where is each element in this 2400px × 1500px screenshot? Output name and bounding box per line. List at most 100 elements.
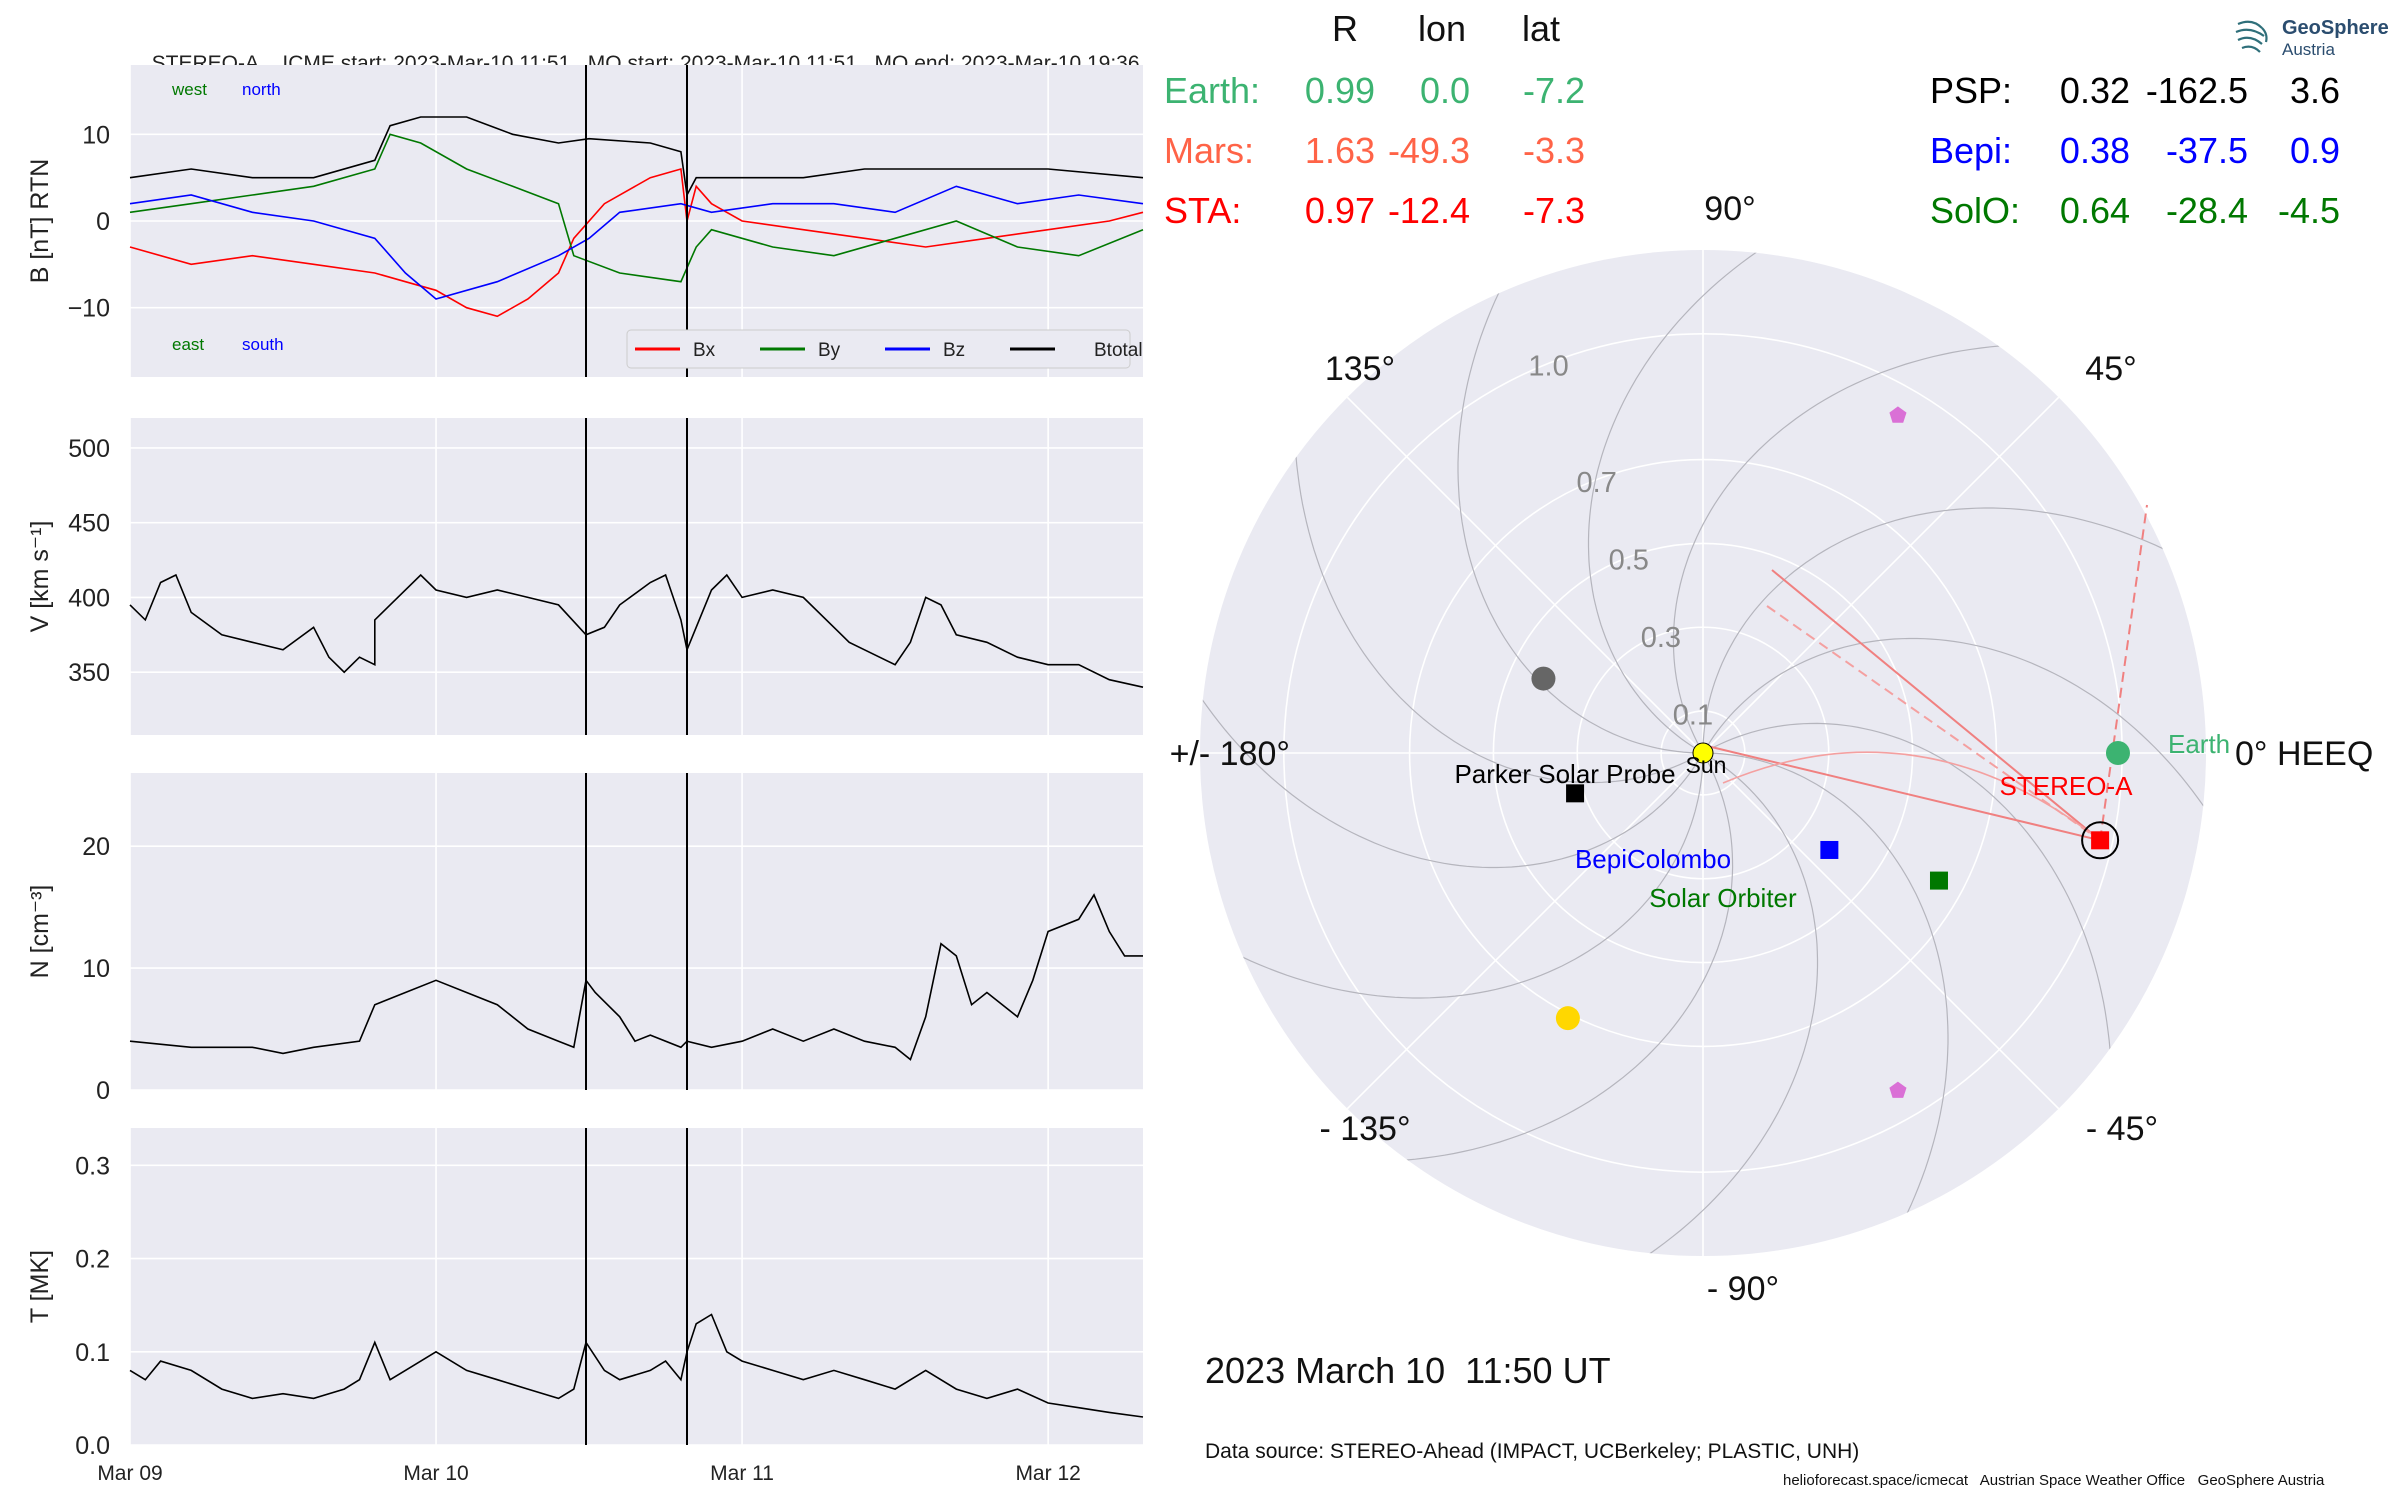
y-tick-label: 400 (68, 584, 110, 612)
table-cell-lon: 0.0 (1419, 70, 1470, 111)
y-tick-label: −10 (68, 295, 110, 323)
table-cell-R: 0.97 (1304, 190, 1375, 231)
table-cell-lat: 0.9 (2289, 130, 2340, 171)
parker-spiral-line (1374, 752, 1734, 1163)
table-header-lon: lon (1418, 8, 1467, 49)
panel-temperature: 0.3 0.2 0.1 0.0 T [MK] (26, 1128, 1144, 1460)
legend-label-bz: Bz (943, 340, 965, 361)
y-tick-label: 20 (82, 833, 110, 861)
parker-spiral-line (1293, 424, 1704, 784)
panel-background (130, 773, 1143, 1090)
logo-line1: GeoSphere (2282, 17, 2389, 39)
parker-solar-probe-label: Parker Solar Probe (1454, 759, 1675, 789)
radial-tick-label: 0.1 (1673, 699, 1713, 731)
y-tick-label: 0.2 (75, 1246, 110, 1274)
y-tick-label: 0.0 (75, 1432, 110, 1460)
parker-spiral-line (1457, 264, 1704, 754)
cme-direction-line (1702, 744, 2101, 842)
table-cell-lon: -37.5 (2165, 130, 2248, 171)
polar-position-plot: 0.1 0.3 0.5 0.7 1.0 0° HEEQ 45° 90° 135° +/- 180°… (1170, 190, 2374, 1308)
pentagon-marker (1889, 406, 1907, 423)
table-cell-R: 1.63 (1304, 130, 1375, 171)
solar-orbiter-marker (1929, 871, 1948, 890)
panel-background (130, 1128, 1143, 1445)
parker-spirals (1200, 250, 2206, 1256)
legend-label-bx: Bx (693, 340, 716, 361)
y-tick-label: 0.1 (75, 1339, 110, 1367)
series-line-Bz (129, 185, 1144, 300)
table-cell-lat: -4.5 (2277, 190, 2340, 231)
y-tick-label: 450 (68, 510, 110, 538)
earth-marker (2105, 741, 2130, 765)
table-cell-R: 0.64 (2059, 190, 2130, 231)
table-cell-lat: -7.2 (1522, 70, 1585, 111)
table-cell-R: 0.38 (2059, 130, 2130, 171)
solar-orbiter-label: Solar Orbiter (1649, 883, 1797, 913)
geosphere-logo: GeoSphere Austria (2232, 14, 2400, 64)
y-tick-label: 10 (82, 955, 110, 983)
angle-label: - 45° (2086, 1110, 2158, 1148)
y-tick-label: 0 (96, 1077, 110, 1105)
table-cell-lon: -12.4 (1387, 190, 1470, 231)
body-marker (1555, 1006, 1580, 1031)
series-line-Bx (129, 167, 1144, 318)
corner-label-west: west (171, 80, 207, 99)
parker-solar-probe-marker (1566, 784, 1585, 803)
panel-density: 20 10 0 N [cm⁻³] (26, 773, 1143, 1105)
angle-label: 90° (1704, 190, 1755, 228)
y-tick-label: 0 (96, 208, 110, 236)
data-source: Data source: STEREO-Ahead (IMPACT, UCBer… (1205, 1440, 1860, 1463)
x-tick-label: Mar 09 (97, 1462, 162, 1485)
sun-marker (1692, 742, 1714, 764)
table-cell-lat: -7.3 (1522, 190, 1585, 231)
cme-flank-dashed-line (1766, 605, 2101, 842)
cme-front-dashed-line (2099, 504, 2148, 841)
timestamp: 2023 March 10 11:50 UT (1205, 1350, 1611, 1391)
angular-gridline (1346, 396, 1704, 754)
table-cell-lon: -49.3 (1387, 130, 1470, 171)
parker-spiral-line (1672, 343, 2032, 754)
legend-label-by: By (818, 340, 841, 361)
corner-label-north: north (242, 80, 281, 99)
stereo-a-ring (2081, 821, 2120, 860)
table-cell-lat: 3.6 (2289, 70, 2340, 111)
angular-gridline (1702, 396, 2060, 754)
sun-label: Sun (1686, 752, 1727, 778)
radial-tick-label: 0.5 (1609, 544, 1649, 576)
positions-table: R lon lat Earth: 0.99 0.0 -7.2 Mars: 1.63 -49.… (1164, 8, 2400, 238)
y-tick-label: 350 (68, 659, 110, 687)
body-marker (1531, 666, 1556, 691)
cme-flank-arc (1722, 751, 2101, 841)
bepicolombo-label: BepiColombo (1575, 844, 1731, 874)
x-tick-label: Mar 10 (403, 1462, 468, 1485)
y-tick-label: 500 (68, 435, 110, 463)
series-line-temperature (129, 1313, 1144, 1418)
angular-gridline (1702, 752, 2060, 1110)
table-cell-lat: -3.3 (1522, 130, 1585, 171)
y-tick-label: 0.3 (75, 1152, 110, 1180)
parker-spiral-line (1200, 672, 1704, 869)
table-cell-name: Mars: (1164, 130, 1254, 171)
panel-background (130, 418, 1143, 735)
table-cell-name: PSP: (1930, 70, 2013, 111)
series-line-By (129, 133, 1144, 283)
logo-line2: Austria (2282, 40, 2335, 59)
angle-label: - 90° (1707, 1270, 1779, 1308)
series-line-velocity (129, 573, 1144, 688)
bepicolombo-marker (1820, 840, 1839, 859)
table-cell-R: 0.99 (1304, 70, 1375, 111)
y-tick-label: 10 (82, 121, 110, 149)
parker-spiral-line (1587, 250, 1784, 754)
panel-magnetic-field: 10 0 −10 B [nT] RTN (26, 65, 1144, 377)
angle-label: 135° (1325, 350, 1395, 388)
y-axis-label: V [km s⁻¹] (26, 521, 54, 633)
cme-flank-line (1771, 569, 2101, 842)
table-cell-name: Earth: (1164, 70, 1261, 111)
series-line-density (129, 893, 1143, 1061)
table-cell-lon: -28.4 (2165, 190, 2248, 231)
parker-spiral-line (1622, 752, 1819, 1256)
x-tick-label: Mar 11 (710, 1462, 774, 1485)
parker-spiral-line (1702, 722, 2113, 1082)
angle-label: +/- 180° (1170, 735, 1290, 773)
earth-label: Earth (2168, 729, 2230, 759)
